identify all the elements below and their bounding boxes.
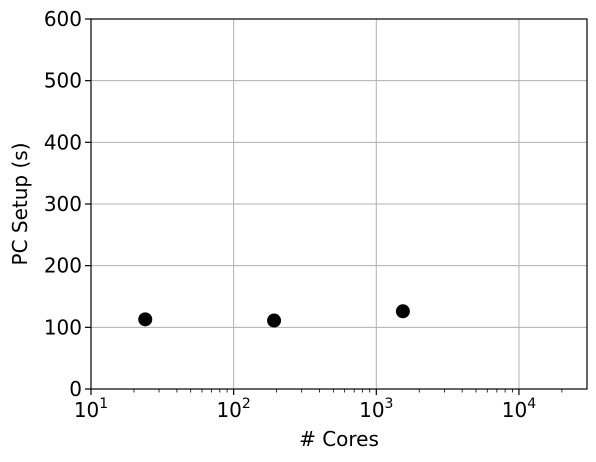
data-points	[138, 304, 410, 328]
data-point	[267, 313, 282, 328]
y-tick-label: 0	[69, 377, 82, 401]
y-tick-label: 400	[44, 130, 82, 154]
y-tick-label: 300	[44, 192, 82, 216]
x-tick-label: 102	[216, 396, 250, 422]
y-axis-label: PC Setup (s)	[8, 143, 32, 266]
axis-ticks: 0 100 200 300 400 500 600 101 102 103 104	[44, 7, 536, 422]
y-tick-label: 500	[44, 69, 82, 93]
data-point	[138, 312, 153, 327]
y-tick-label: 100	[44, 315, 82, 339]
grid	[91, 18, 587, 390]
y-tick-label: 200	[44, 254, 82, 278]
x-axis-label: # Cores	[299, 427, 379, 451]
x-tick-label: 104	[502, 396, 536, 422]
y-tick-label: 600	[44, 7, 82, 31]
x-tick-label: 101	[74, 396, 108, 422]
x-tick-label: 103	[359, 396, 393, 422]
data-point	[395, 304, 410, 319]
